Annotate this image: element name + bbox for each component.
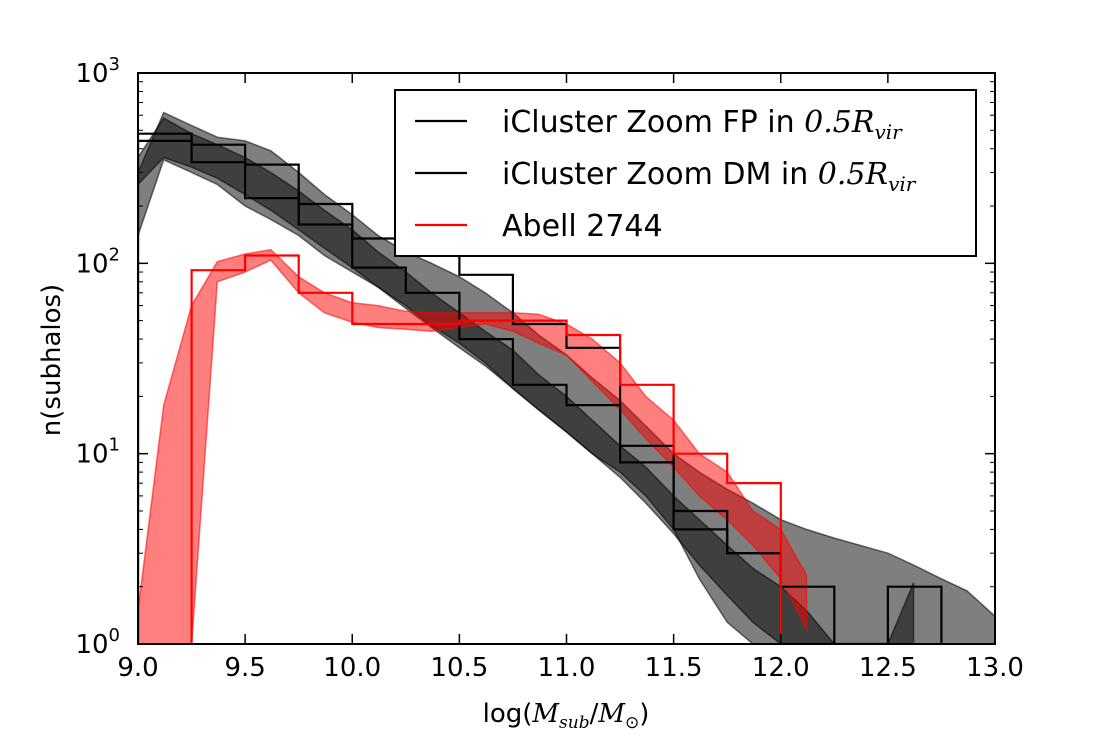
x-axis-label: log(Msub/M⊙)	[483, 699, 650, 733]
y-axis-ticks: 100 101 102 103	[75, 54, 995, 660]
x-tick-label: 13.0	[966, 653, 1024, 683]
legend-label-series-2: iCluster Zoom DM in 0.5Rvir	[502, 157, 917, 196]
legend-label-series-3: Abell 2744	[502, 209, 663, 244]
y-tick-label: 100	[75, 625, 120, 660]
legend-box	[394, 89, 977, 257]
x-tick-label: 12.0	[752, 653, 810, 683]
step-series-1	[138, 132, 943, 644]
x-tick-label: 11.0	[538, 653, 596, 683]
step-series-2	[138, 139, 835, 644]
x-tick-label: 11.5	[645, 653, 703, 683]
histogram-steps	[138, 132, 943, 644]
x-tick-label: 10.0	[323, 653, 381, 683]
y-tick-label: 102	[75, 244, 120, 279]
x-axis-ticks: 9.0 9.5 10.0 10.5 11.0 11.5 12.0 12.5 13.0	[117, 73, 1024, 683]
x-tick-label: 9.0	[117, 653, 158, 683]
x-tick-label: 10.5	[430, 653, 488, 683]
y-tick-label: 103	[75, 54, 120, 89]
y-axis-label: n(subhalos)	[37, 284, 67, 436]
legend: iCluster Zoom FP in 0.5Rvir iCluster Zoom…	[394, 89, 977, 257]
x-tick-label: 12.5	[859, 653, 917, 683]
x-tick-label: 9.5	[224, 653, 265, 683]
step-series-3	[190, 254, 782, 644]
legend-label-series-1: iCluster Zoom FP in 0.5Rvir	[502, 105, 903, 144]
y-tick-label: 101	[75, 435, 120, 470]
